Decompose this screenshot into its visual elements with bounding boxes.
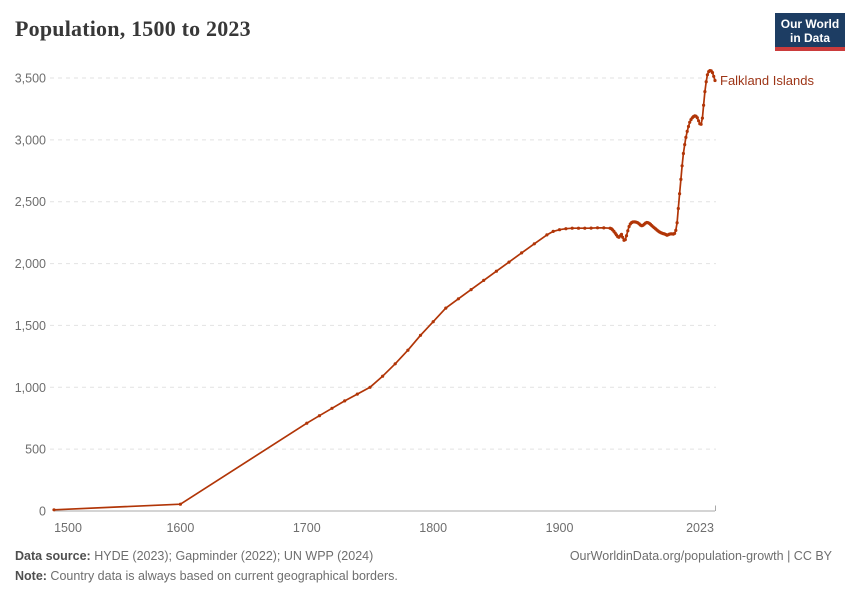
y-tick-label: 0 [39, 505, 46, 519]
data-point-marker[interactable] [624, 234, 629, 238]
data-point-marker[interactable] [699, 122, 703, 126]
data-point-marker[interactable] [674, 228, 678, 232]
data-point-marker[interactable] [683, 143, 687, 147]
data-point-marker[interactable] [710, 71, 715, 75]
data-point-marker[interactable] [678, 192, 682, 196]
data-point-marker[interactable] [627, 224, 631, 229]
data-point-marker[interactable] [570, 226, 574, 230]
owid-url-link[interactable]: OurWorldinData.org/population-growth | C… [569, 549, 832, 563]
data-point-marker[interactable] [705, 73, 710, 77]
data-point-marker[interactable] [343, 399, 347, 403]
data-point-marker[interactable] [602, 226, 606, 230]
owid-logo-line1: Our World [780, 17, 840, 31]
data-point-marker[interactable] [355, 392, 359, 396]
x-tick-label: 1800 [419, 521, 447, 535]
y-tick-label: 1,500 [15, 319, 46, 333]
data-point-marker[interactable] [673, 231, 677, 235]
data-point-marker[interactable] [697, 119, 701, 123]
series-label[interactable]: Falkland Islands [720, 73, 814, 88]
data-point-marker[interactable] [507, 260, 511, 264]
owid-logo[interactable]: Our World in Data [775, 13, 845, 51]
y-tick-label: 3,500 [15, 72, 46, 86]
data-point-marker[interactable] [532, 242, 536, 246]
x-tick-label: 1500 [54, 521, 82, 535]
note-text: Country data is always based on current … [46, 569, 398, 583]
data-source-label: Data source: [15, 549, 91, 563]
chart-footer: Data source: HYDE (2023); Gapminder (202… [15, 546, 832, 586]
data-point-marker[interactable] [368, 385, 372, 389]
data-point-marker[interactable] [564, 227, 568, 231]
y-tick-label: 2,500 [15, 195, 46, 209]
x-tick-label: 1700 [293, 521, 321, 535]
data-point-marker[interactable] [393, 362, 397, 366]
data-point-marker[interactable] [703, 90, 707, 94]
x-tick-label: 1900 [546, 521, 574, 535]
owid-logo-line2: in Data [789, 31, 830, 45]
data-point-marker[interactable] [520, 251, 524, 255]
data-point-marker[interactable] [305, 421, 309, 425]
data-point-marker[interactable] [680, 164, 684, 168]
data-point-marker[interactable] [695, 116, 699, 120]
population-line[interactable] [53, 69, 716, 511]
data-point-marker[interactable] [623, 238, 627, 242]
data-point-marker[interactable] [330, 406, 334, 410]
note-label: Note: [15, 569, 47, 583]
data-point-marker[interactable] [676, 206, 680, 211]
data-point-marker[interactable] [381, 374, 385, 378]
data-point-marker[interactable] [595, 226, 600, 230]
data-point-marker[interactable] [619, 232, 624, 236]
data-point-marker[interactable] [576, 226, 581, 230]
data-point-marker[interactable] [494, 269, 498, 273]
data-point-marker[interactable] [688, 120, 692, 124]
y-tick-label: 3,000 [15, 133, 46, 147]
y-tick-label: 1,000 [15, 381, 46, 395]
data-point-marker[interactable] [52, 508, 56, 512]
note-line: Note: Country data is always based on cu… [15, 569, 398, 583]
data-point-marker[interactable] [418, 333, 423, 337]
data-point-marker[interactable] [551, 229, 555, 233]
data-point-marker[interactable] [444, 306, 448, 310]
data-point-marker[interactable] [469, 288, 473, 292]
data-point-marker[interactable] [704, 80, 708, 84]
data-point-marker[interactable] [713, 78, 717, 83]
data-point-marker[interactable] [621, 235, 625, 239]
data-point-marker[interactable] [700, 116, 705, 120]
y-tick-label: 2,000 [15, 257, 46, 271]
data-source-line: Data source: HYDE (2023); Gapminder (202… [15, 549, 373, 563]
data-source-text: HYDE (2023); Gapminder (2022); UN WPP (2… [90, 549, 374, 563]
data-point-marker[interactable] [684, 135, 688, 139]
data-point-marker[interactable] [557, 228, 562, 232]
data-point-marker[interactable] [679, 177, 683, 181]
line-chart[interactable]: 0 500 1,000 1,500 2,000 2,500 3,000 3,500 1500 16… [0, 0, 850, 545]
data-point-marker[interactable] [406, 348, 410, 352]
data-point-marker[interactable] [317, 414, 321, 418]
chart-svg: 0 500 1,000 1,500 2,000 2,500 3,000 3,500 1500 16… [15, 69, 814, 535]
data-point-marker[interactable] [583, 226, 587, 230]
data-point-marker[interactable] [675, 221, 679, 225]
page-title: Population, 1500 to 2023 [15, 16, 251, 41]
data-point-marker[interactable] [686, 124, 691, 129]
x-tick-label: 2023 [686, 521, 714, 535]
data-point-marker[interactable] [545, 233, 549, 237]
data-point-marker[interactable] [589, 226, 593, 230]
data-point-marker[interactable] [431, 320, 435, 324]
data-point-marker[interactable] [685, 129, 689, 133]
x-tick-label: 1600 [166, 521, 194, 535]
y-tick-label: 500 [25, 443, 46, 457]
data-point-marker[interactable] [178, 502, 182, 506]
data-point-marker[interactable] [681, 151, 686, 156]
data-point-marker[interactable] [712, 74, 716, 78]
data-point-marker[interactable] [626, 229, 630, 233]
data-point-marker[interactable] [702, 103, 706, 107]
data-point-marker[interactable] [482, 278, 486, 282]
data-point-marker[interactable] [456, 297, 460, 301]
